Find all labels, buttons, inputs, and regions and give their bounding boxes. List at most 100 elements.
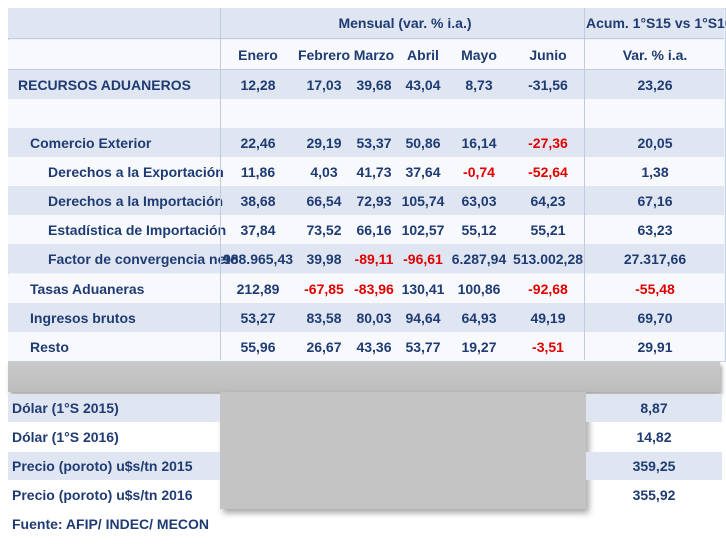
- row-value: 43,04: [405, 76, 441, 93]
- col-febrero: Febrero: [297, 46, 351, 63]
- reference-row: Precio (poroto) u$s/tn 2016: [8, 481, 220, 509]
- table-row: Comercio Exterior 22,46 29,19 53,37 50,86 16,…: [8, 128, 724, 157]
- row-value: 37,64: [405, 163, 441, 180]
- reference-value: 355,92: [632, 487, 676, 503]
- table-row: Derechos a la Exportación 11,86 4,03 41,73 3…: [8, 157, 724, 186]
- col-marzo: Marzo: [353, 46, 395, 63]
- row-value: 49,19: [530, 309, 566, 326]
- table-row: Factor de convergencia neto 988.965,43 39,…: [8, 244, 724, 273]
- shaded-separator: [8, 362, 720, 392]
- row-value: 41,73: [356, 163, 392, 180]
- row-accum-value: 27.317,66: [623, 250, 687, 267]
- row-accum-value: -55,48: [635, 280, 675, 297]
- row-value: -89,11: [354, 250, 394, 267]
- table-row-spacer: [8, 99, 724, 128]
- row-value: 53,77: [405, 338, 441, 355]
- row-value: 29,19: [306, 134, 342, 151]
- row-value: 513.002,28: [512, 250, 584, 267]
- row-value: 38,68: [240, 192, 276, 209]
- row-value: 66,54: [306, 192, 342, 209]
- row-value: 37,84: [240, 221, 276, 238]
- grid-line: [220, 8, 221, 360]
- row-label: Ingresos brutos: [30, 309, 136, 326]
- row-accum-value: 29,91: [637, 338, 673, 355]
- table-row: Ingresos brutos 53,27 83,58 80,03 94,64 64,93…: [8, 303, 724, 332]
- col-abril: Abril: [407, 46, 439, 63]
- row-value: 83,58: [306, 309, 342, 326]
- row-value: 16,14: [461, 134, 497, 151]
- col-accum: Var. % i.a.: [622, 46, 688, 63]
- reference-row: Dólar (1°S 2015): [8, 394, 220, 422]
- reference-label: Dólar (1°S 2016): [12, 429, 119, 445]
- row-value: -0,74: [463, 163, 495, 180]
- source-note: Fuente: AFIP/ INDEC/ MECON: [8, 510, 228, 538]
- row-value: 105,74: [401, 192, 445, 209]
- row-value: 26,67: [306, 338, 342, 355]
- row-value: 39,98: [306, 250, 342, 267]
- row-value: 43,36: [356, 338, 392, 355]
- row-value: 100,86: [457, 280, 501, 297]
- row-value: -52,64: [528, 163, 568, 180]
- reference-row: Dólar (1°S 2016): [8, 423, 220, 451]
- row-value: -31,56: [528, 76, 568, 93]
- reference-label: Precio (poroto) u$s/tn 2016: [12, 487, 193, 503]
- row-value: 94,64: [405, 309, 441, 326]
- table-row: Resto 55,96 26,67 43,36 53,77 19,27 -3,51 29,91: [8, 332, 724, 361]
- row-value: 22,46: [240, 134, 276, 151]
- row-value: 19,27: [461, 338, 497, 355]
- row-value: 212,89: [236, 280, 280, 297]
- row-value: 72,93: [356, 192, 392, 209]
- row-value: 17,03: [306, 76, 342, 93]
- row-label: Tasas Aduaneras: [30, 280, 145, 297]
- row-accum-value: 20,05: [637, 134, 673, 151]
- row-label: Factor de convergencia neto: [48, 250, 239, 267]
- grid-line: [584, 8, 585, 360]
- row-accum-value: 69,70: [637, 309, 673, 326]
- grid-line: [8, 69, 724, 70]
- row-label: Derechos a la Importación: [48, 192, 224, 209]
- row-value: 53,27: [240, 309, 276, 326]
- row-accum-value: 1,38: [641, 163, 669, 180]
- col-mayo: Mayo: [461, 46, 497, 63]
- shaded-block: [220, 392, 586, 509]
- row-value: -96,61: [403, 250, 443, 267]
- row-value: 12,28: [240, 76, 276, 93]
- row-value: -67,85: [304, 280, 344, 297]
- row-value: 39,68: [356, 76, 392, 93]
- table-row: Tasas Aduaneras 212,89 -67,85 -83,96 130,41 1…: [8, 274, 724, 303]
- row-value: 53,37: [356, 134, 392, 151]
- row-value: 73,52: [306, 221, 342, 238]
- col-junio: Junio: [529, 46, 567, 63]
- reference-label: Dólar (1°S 2015): [12, 400, 119, 416]
- row-label: Derechos a la Exportación: [48, 163, 224, 180]
- row-accum-value: 23,26: [637, 76, 673, 93]
- row-value: -27,36: [528, 134, 568, 151]
- col-enero: Enero: [238, 46, 278, 63]
- row-label: Estadística de Importación: [48, 221, 227, 238]
- table-row: Estadística de Importación 37,84 73,52 66,1…: [8, 215, 724, 244]
- row-value: 55,21: [530, 221, 566, 238]
- row-value: 64,23: [530, 192, 566, 209]
- table-row: RECURSOS ADUANEROS 12,28 17,03 39,68 43,04 8,…: [8, 70, 724, 99]
- row-accum-value: 63,23: [637, 221, 673, 238]
- row-value: 64,93: [461, 309, 497, 326]
- table-row: Derechos a la Importación 38,68 66,54 72,93…: [8, 186, 724, 215]
- row-label: RECURSOS ADUANEROS: [18, 76, 191, 93]
- row-value: 55,96: [240, 338, 276, 355]
- header-monthly: Mensual (var. % i.a.): [338, 15, 472, 31]
- row-value: -3,51: [532, 338, 564, 355]
- reference-value: 14,82: [636, 429, 672, 445]
- row-value: 80,03: [356, 309, 392, 326]
- row-label: Resto: [30, 338, 69, 355]
- row-value: 988.965,43: [222, 250, 294, 267]
- row-value: 8,73: [465, 76, 493, 93]
- row-value: 102,57: [401, 221, 445, 238]
- row-value: 11,86: [240, 163, 276, 180]
- reference-row: Precio (poroto) u$s/tn 2015: [8, 452, 220, 480]
- reference-value: 359,25: [586, 452, 722, 480]
- row-value: -92,68: [528, 280, 568, 297]
- row-value: 63,03: [461, 192, 497, 209]
- source-text: Fuente: AFIP/ INDEC/ MECON: [12, 516, 210, 532]
- row-value: -83,96: [354, 280, 394, 297]
